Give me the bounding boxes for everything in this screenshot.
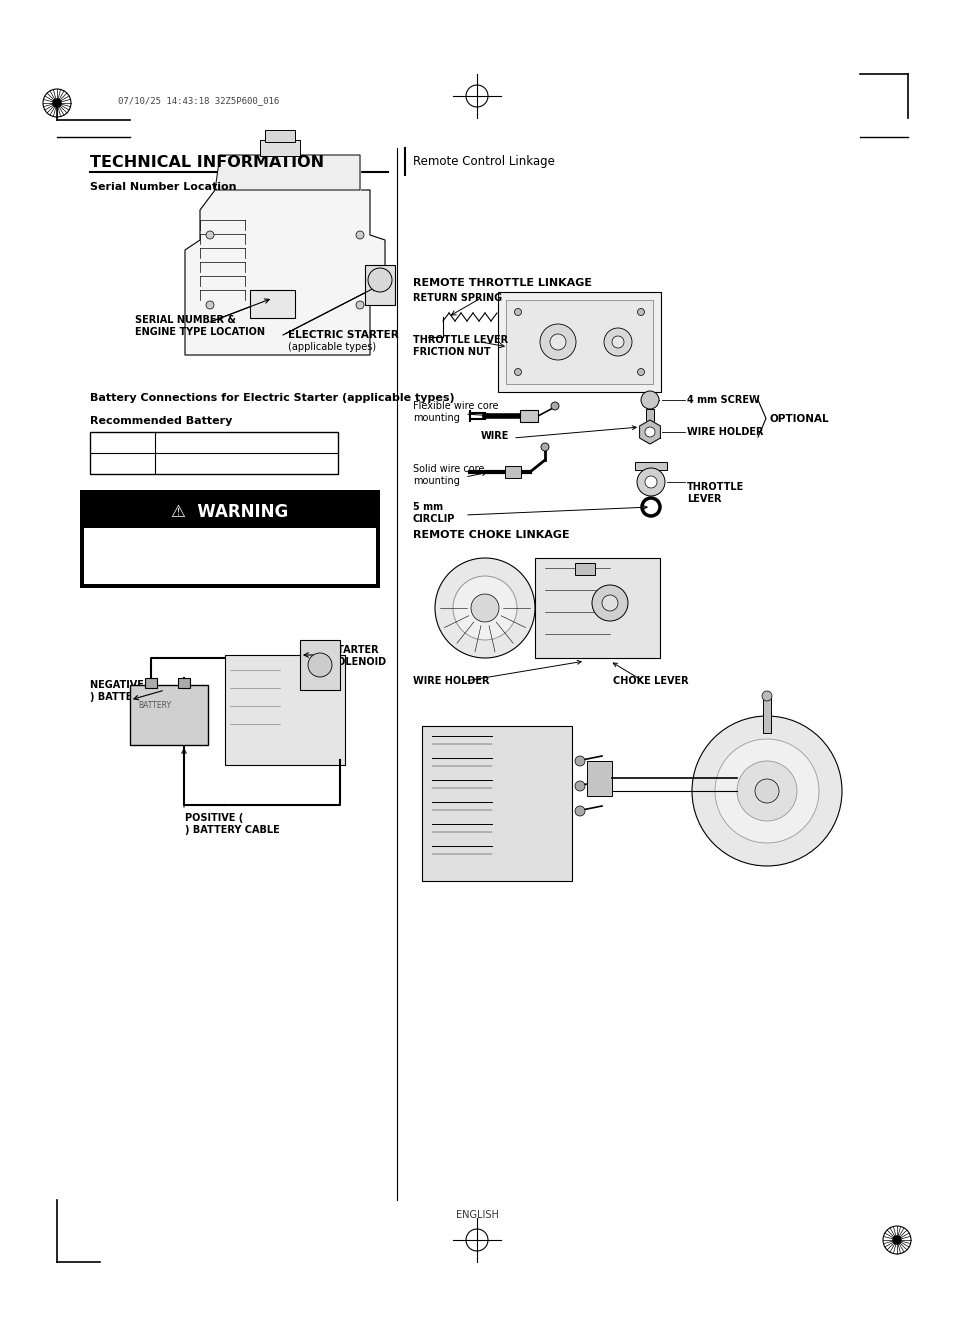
Text: LEVER: LEVER [686,494,720,504]
Circle shape [612,335,623,347]
Text: POSITIVE (: POSITIVE ( [185,814,243,823]
Bar [519,410,537,422]
Circle shape [761,691,771,701]
Circle shape [603,329,631,355]
Bar [250,290,294,318]
Text: REMOTE CHOKE LINKAGE: REMOTE CHOKE LINKAGE [413,530,569,540]
Bar [645,409,654,421]
Text: ELECTRIC STARTER: ELECTRIC STARTER [288,330,398,339]
Circle shape [737,762,796,822]
Text: THROTTLE: THROTTLE [686,482,743,492]
Text: WIRE HOLDER: WIRE HOLDER [413,676,489,685]
Bar [145,677,157,688]
Bar [84,528,375,584]
Circle shape [539,325,576,359]
Text: FRICTION NUT: FRICTION NUT [413,347,490,357]
Text: 5 mm: 5 mm [413,502,442,512]
Circle shape [714,739,818,843]
Text: 4 mm SCREW: 4 mm SCREW [686,395,759,405]
Bar [762,697,770,733]
Text: BATTERY: BATTERY [138,700,172,709]
Polygon shape [214,155,359,190]
Circle shape [435,558,535,659]
Circle shape [368,269,392,293]
Text: WIRE: WIRE [480,432,509,441]
Text: Recommended Battery: Recommended Battery [90,415,233,426]
Circle shape [550,334,565,350]
Bar [299,640,339,689]
Text: Remote Control Linkage: Remote Control Linkage [413,155,555,168]
Text: THROTTLE LEVER: THROTTLE LEVER [413,335,508,345]
Bar [80,490,379,588]
Bar [365,265,395,305]
Circle shape [53,99,61,107]
Bar [130,685,208,745]
Circle shape [575,782,584,791]
Text: STARTER: STARTER [330,645,378,655]
Text: Flexible wire core: Flexible wire core [413,401,498,411]
Bar [90,432,337,474]
Circle shape [691,716,841,866]
Bar [421,725,572,880]
Bar [497,293,660,391]
Circle shape [308,653,332,677]
Circle shape [644,428,655,437]
Text: TECHNICAL INFORMATION: TECHNICAL INFORMATION [90,155,324,170]
Bar [505,301,652,383]
Text: Battery Connections for Electric Starter (applicable types): Battery Connections for Electric Starter… [90,393,455,403]
Text: CHOKE LEVER: CHOKE LEVER [613,676,688,685]
Circle shape [637,369,644,375]
Text: NEGATIVE (: NEGATIVE ( [90,680,152,689]
Circle shape [575,806,584,816]
Circle shape [453,576,517,640]
Bar [575,562,595,574]
Text: CIRCLIP: CIRCLIP [413,514,455,524]
Bar [535,558,659,659]
Text: Serial Number Location: Serial Number Location [90,182,236,192]
Circle shape [601,595,618,611]
Circle shape [637,309,644,315]
Circle shape [540,444,548,452]
Text: Solid wire core: Solid wire core [413,464,484,474]
Text: ⚠  WARNING: ⚠ WARNING [172,502,289,521]
Text: RETURN SPRING: RETURN SPRING [413,293,501,303]
Text: OPTIONAL: OPTIONAL [769,414,829,424]
Circle shape [514,309,521,315]
Bar [504,466,520,478]
Text: ENGLISH: ENGLISH [456,1210,497,1220]
Text: 07/10/25 14:43:18 32Z5P600_016: 07/10/25 14:43:18 32Z5P600_016 [118,96,279,106]
Circle shape [514,369,521,375]
Circle shape [575,756,584,766]
Circle shape [640,391,659,409]
Text: mounting: mounting [413,413,459,424]
Bar [265,130,294,142]
Text: WIRE HOLDER: WIRE HOLDER [686,428,762,437]
Circle shape [355,231,364,239]
Text: ) BATTERY CABLE: ) BATTERY CABLE [90,692,185,701]
Circle shape [592,585,627,621]
Bar [178,677,190,688]
Circle shape [206,301,213,309]
Polygon shape [185,190,385,355]
Circle shape [206,231,213,239]
Circle shape [754,779,779,803]
Bar [225,655,345,766]
Bar [586,762,612,796]
Text: mounting: mounting [413,476,459,486]
Circle shape [637,468,664,496]
Text: SERIAL NUMBER &: SERIAL NUMBER & [135,315,235,325]
Text: SOLENOID: SOLENOID [330,657,386,667]
Polygon shape [639,420,659,444]
Text: REMOTE THROTTLE LINKAGE: REMOTE THROTTLE LINKAGE [413,278,592,289]
Text: ENGINE TYPE LOCATION: ENGINE TYPE LOCATION [135,327,265,337]
Text: ) BATTERY CABLE: ) BATTERY CABLE [185,826,279,835]
Bar [260,140,299,156]
Bar [635,462,666,470]
Circle shape [355,301,364,309]
Circle shape [892,1236,900,1244]
Circle shape [471,595,498,623]
Text: (applicable types): (applicable types) [288,342,375,351]
Circle shape [644,476,657,488]
Circle shape [551,402,558,410]
